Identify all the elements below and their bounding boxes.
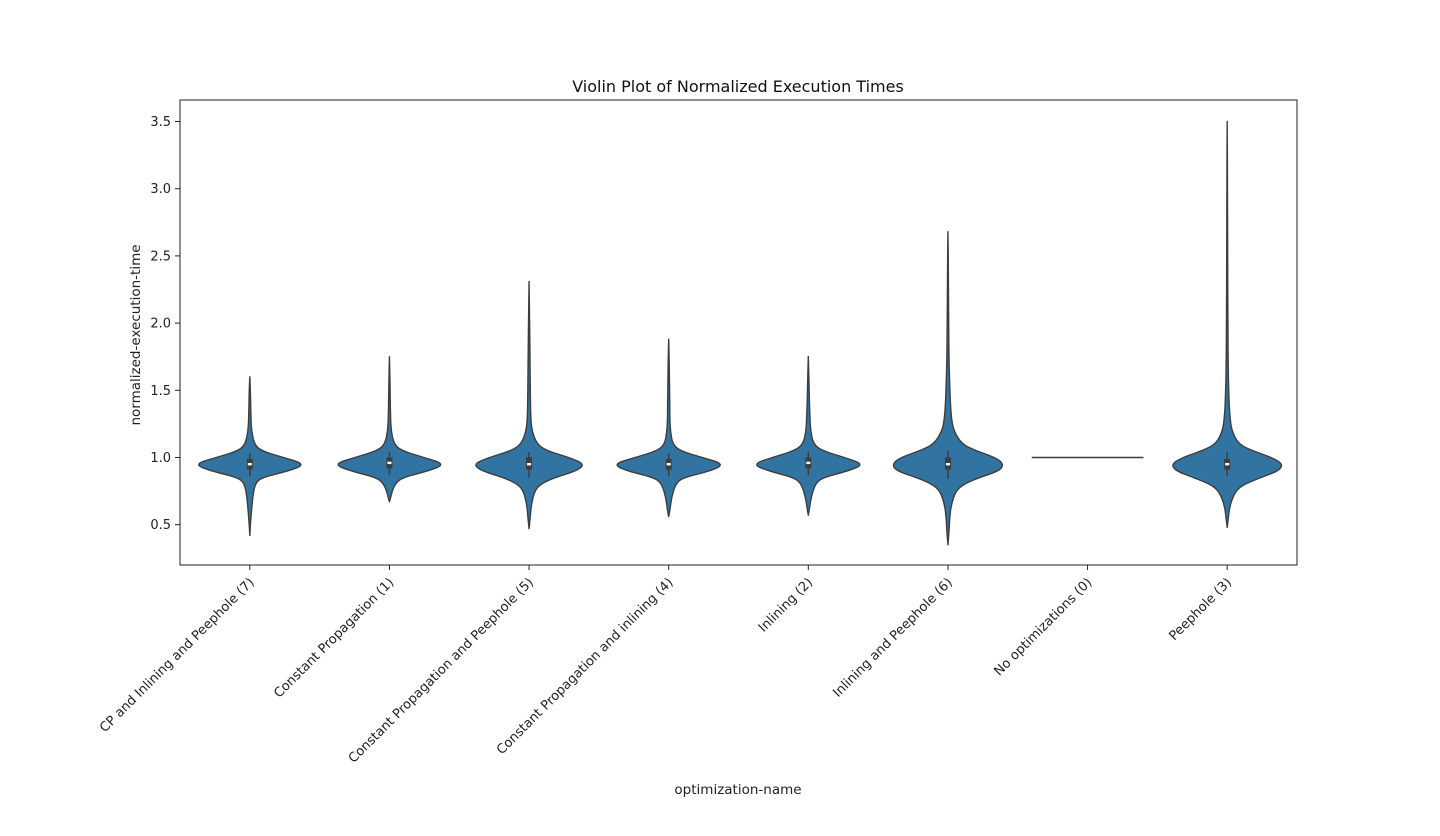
violin-body: [475, 280, 583, 530]
violin-median: [247, 463, 252, 466]
x-tick-label: CP and Inlining and Peephole (7): [97, 575, 258, 736]
y-axis-title: normalized-execution-time: [128, 244, 144, 425]
violin-median: [666, 463, 671, 466]
violin-median: [527, 463, 532, 466]
violin-group: [198, 376, 302, 537]
violin-group: [756, 355, 861, 516]
violin-group: [1172, 120, 1283, 529]
x-tick-label: Peephole (3): [1166, 575, 1235, 644]
x-axis: CP and Inlining and Peephole (7) Constant…: [97, 565, 1235, 766]
violin-group: [337, 355, 442, 503]
violin-body: [337, 355, 442, 503]
violin-median: [1225, 463, 1230, 466]
y-tick-label: 1.0: [150, 451, 171, 466]
y-tick-label: 3.0: [150, 182, 171, 197]
violin-group: [616, 338, 721, 518]
plot-frame: [179, 99, 1298, 566]
plot-area: [198, 120, 1283, 546]
violin-group: [892, 231, 1004, 546]
violin-body: [756, 355, 861, 516]
y-tick-label: 0.5: [150, 518, 171, 533]
violin-body: [616, 338, 721, 518]
x-tick-label: Constant Propagation and inlining (4): [494, 575, 677, 758]
violin-median: [387, 461, 392, 465]
y-tick-label: 2.5: [150, 249, 171, 264]
y-tick-label: 1.5: [150, 384, 171, 399]
violin-body: [892, 231, 1004, 546]
x-tick-label: No optimizations (0): [991, 575, 1095, 679]
x-tick-label: Constant Propagation (1): [271, 575, 397, 701]
x-tick-label: Inlining and Peephole (6): [830, 575, 955, 700]
violin-group: [475, 280, 583, 530]
x-axis-title: optimization-name: [674, 782, 801, 798]
violin-median: [945, 463, 950, 466]
violin-median: [806, 461, 811, 465]
y-tick-label: 3.5: [150, 115, 171, 130]
y-tick-label: 2.0: [150, 317, 171, 332]
chart-title: Violin Plot of Normalized Execution Time…: [572, 77, 904, 96]
y-axis: 0.5 1.0 1.5 2.0 2.5 3.0 3.5: [150, 115, 180, 533]
x-tick-label: Inlining (2): [756, 575, 816, 635]
violin-body: [1172, 120, 1283, 529]
